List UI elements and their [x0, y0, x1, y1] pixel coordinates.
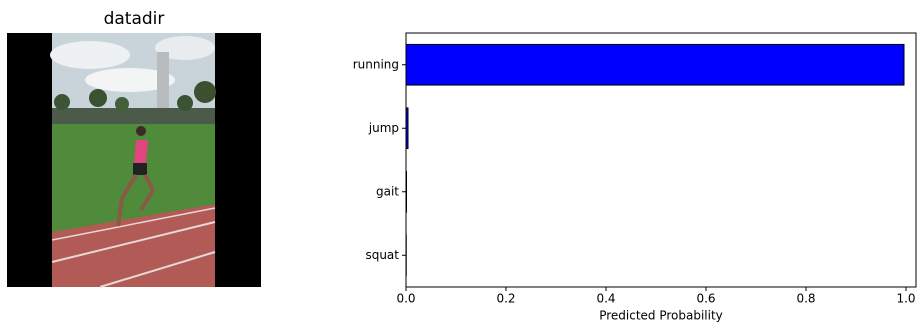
y-tick-label: running — [353, 57, 399, 71]
x-axis-label: Predicted Probability — [599, 309, 723, 323]
y-tick-label: jump — [368, 121, 399, 135]
x-tick-label: 0.2 — [496, 292, 515, 306]
x-tick-label: 0.8 — [796, 292, 815, 306]
image-title: datadir — [104, 9, 165, 29]
x-tick-label: 1.0 — [896, 292, 915, 306]
x-tick-label: 0.4 — [596, 292, 615, 306]
x-tick-label: 0.6 — [696, 292, 715, 306]
y-tick-label: gait — [376, 184, 399, 198]
y-tick-label: squat — [365, 248, 399, 262]
x-tick-label: 0.0 — [396, 292, 415, 306]
figure: datadir Predicted Probability 0.0 0.2 0.4 0… — [0, 0, 918, 324]
video-frame — [7, 33, 261, 287]
bar — [406, 44, 904, 85]
bar — [406, 171, 407, 212]
bar — [406, 108, 408, 149]
